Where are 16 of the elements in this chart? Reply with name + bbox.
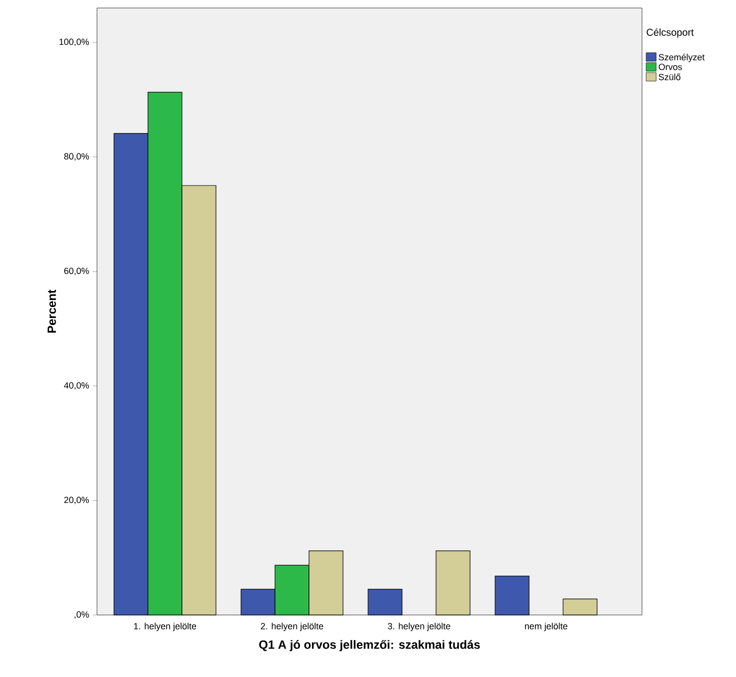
y-tick-label: 60,0% xyxy=(64,268,89,276)
x-tick-label: 3. helyen jelölte xyxy=(388,622,450,632)
legend-label: Szülő xyxy=(658,73,680,80)
x-tick-label: nem jelölte xyxy=(525,622,568,632)
x-tick-label: 1. helyen jelölte xyxy=(134,622,196,632)
y-tick-label: 20,0% xyxy=(64,496,89,504)
legend-label: Orvos xyxy=(658,64,682,70)
y-tick-label: ,0% xyxy=(74,611,89,619)
x-axis-title: Q1 A jó orvos jellemzői: szakmai tudás xyxy=(259,640,480,652)
x-tick-label: 2. helyen jelölte xyxy=(260,622,324,632)
y-tick-label: 80,0% xyxy=(64,153,89,161)
legend-title: Célcsoport xyxy=(646,28,694,38)
legend-label: Személyzet xyxy=(658,54,705,62)
y-tick-label: 100,0% xyxy=(60,38,89,46)
y-tick-label: 40,0% xyxy=(64,382,89,390)
y-axis-title: Percent xyxy=(48,290,56,333)
